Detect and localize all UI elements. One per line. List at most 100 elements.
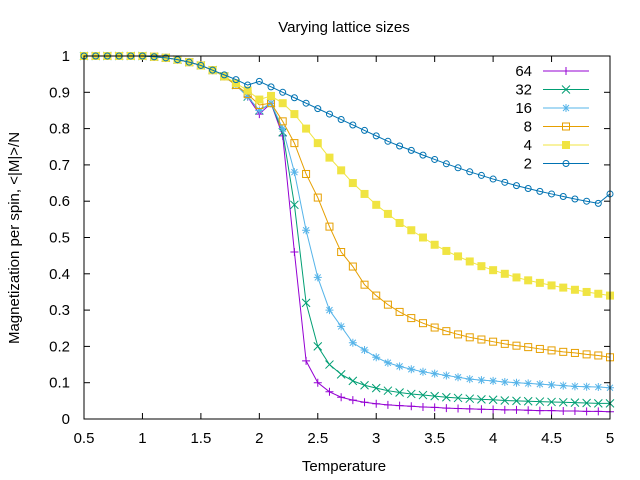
data-point	[512, 341, 521, 350]
data-point	[594, 383, 603, 392]
data-point	[383, 209, 392, 218]
data-point	[454, 404, 463, 413]
data-point	[500, 396, 510, 405]
data-point	[290, 94, 298, 102]
data-point	[559, 347, 568, 356]
data-point	[302, 99, 310, 107]
legend-label: 4	[524, 137, 532, 154]
legend-entry-32: 32	[515, 82, 589, 99]
data-point	[547, 281, 556, 290]
data-point	[562, 104, 570, 112]
legend-entry-4: 4	[524, 137, 589, 154]
chart-title: Varying lattice sizes	[278, 19, 409, 36]
data-point	[594, 199, 602, 207]
data-point	[512, 273, 521, 282]
data-point	[395, 401, 404, 410]
series-8	[80, 52, 614, 362]
data-point	[372, 132, 380, 140]
data-point	[395, 218, 404, 227]
data-point	[523, 396, 533, 406]
x-tick-label: 5	[606, 430, 614, 447]
data-point	[325, 306, 334, 315]
data-point	[477, 376, 486, 385]
data-point	[418, 403, 427, 412]
legend-label: 32	[515, 82, 532, 99]
data-point	[559, 381, 568, 390]
data-point	[500, 269, 509, 278]
data-point	[442, 404, 451, 413]
data-point	[477, 262, 486, 271]
data-point	[372, 399, 381, 408]
data-point	[348, 376, 358, 386]
data-point	[562, 141, 570, 149]
data-point	[501, 178, 509, 186]
data-point	[454, 373, 463, 382]
data-point	[442, 160, 450, 168]
data-point	[453, 393, 463, 403]
data-point	[500, 339, 509, 348]
data-point	[395, 362, 404, 371]
data-point	[360, 346, 369, 355]
data-point	[150, 53, 158, 61]
data-point	[337, 393, 346, 402]
legend-entry-2: 2	[524, 156, 589, 173]
data-point	[454, 330, 463, 339]
data-point	[360, 398, 369, 407]
data-point	[361, 126, 369, 134]
y-tick-label: 0	[62, 411, 70, 428]
data-point	[454, 164, 462, 172]
data-point	[232, 76, 240, 84]
data-point	[418, 319, 427, 328]
data-point	[243, 92, 252, 101]
y-tick-label: 0.4	[49, 266, 70, 283]
data-point	[535, 406, 544, 415]
data-point	[465, 333, 474, 342]
data-point	[348, 262, 357, 271]
data-point	[465, 394, 475, 404]
data-point	[348, 338, 357, 347]
data-point	[442, 392, 451, 402]
data-point	[547, 406, 556, 415]
y-tick-label: 0.5	[49, 230, 70, 247]
data-point	[313, 378, 322, 387]
data-point	[348, 396, 357, 405]
data-point	[547, 397, 556, 407]
data-point	[489, 175, 497, 183]
data-point	[407, 146, 415, 154]
data-point	[582, 287, 591, 296]
data-point	[570, 382, 579, 391]
data-point	[535, 344, 544, 353]
legend-label: 16	[515, 100, 532, 117]
data-point	[279, 88, 287, 96]
data-point	[489, 266, 498, 275]
data-point	[325, 360, 334, 369]
data-point	[535, 397, 545, 406]
data-point	[231, 79, 240, 88]
data-point	[360, 189, 369, 198]
x-tick-label: 2.5	[307, 430, 328, 447]
data-point	[407, 365, 416, 374]
data-point	[337, 248, 346, 257]
data-point	[325, 387, 334, 396]
data-point	[383, 300, 392, 309]
data-point	[442, 327, 451, 336]
data-point	[593, 399, 603, 408]
data-point	[383, 386, 393, 396]
data-point	[594, 289, 603, 298]
plot-frame	[83, 55, 611, 420]
data-point	[371, 383, 381, 393]
data-point	[302, 356, 311, 365]
data-point	[383, 358, 392, 367]
data-point	[267, 91, 276, 100]
data-point	[372, 353, 381, 362]
data-point	[570, 285, 579, 294]
data-point	[372, 200, 381, 209]
data-point	[535, 380, 544, 389]
data-point	[313, 273, 322, 282]
data-point	[562, 67, 570, 75]
data-point	[220, 72, 229, 81]
data-point	[185, 58, 193, 66]
data-point	[524, 184, 532, 192]
